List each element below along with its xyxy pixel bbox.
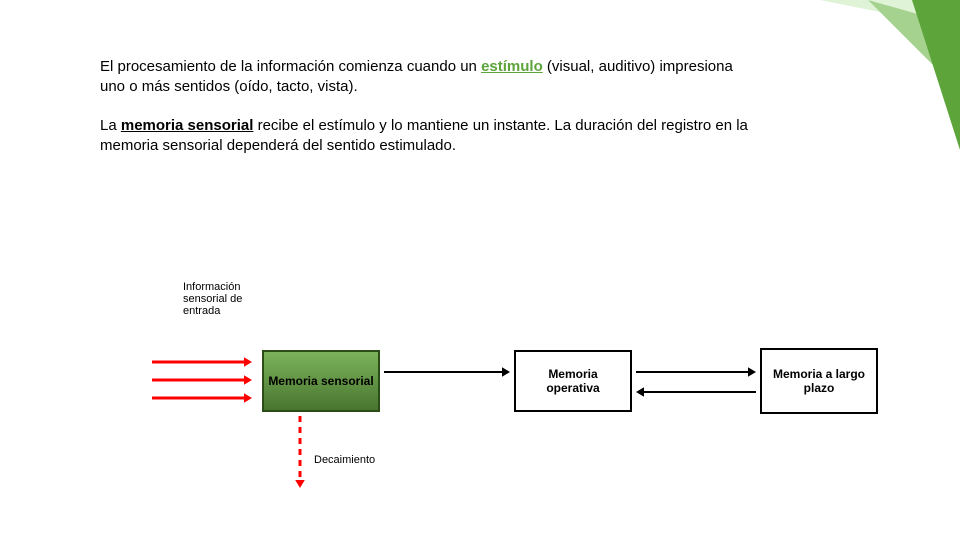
node-memoria-sensorial: Memoria sensorial [262,350,380,412]
slide: El procesamiento de la información comie… [0,0,960,540]
node-memoria-sensorial-label: Memoria sensorial [268,374,373,388]
label-decaimiento: Decaimiento [314,454,375,466]
node-memoria-operativa-label: Memoria operativa [520,367,626,395]
deco-tri-dark [912,0,960,150]
node-memoria-largo-plazo: Memoria a largo plazo [760,348,878,414]
paragraph-stimulus: El procesamiento de la información comie… [100,57,760,98]
p1-highlight-estimulo: estímulo [481,58,543,75]
label-input-info: Información sensorial de entrada [183,281,273,317]
p2-highlight-memoria: memoria sensorial [121,117,254,134]
corner-decoration [760,0,960,200]
p1-text-a: El procesamiento de la información comie… [100,58,481,75]
paragraph-memoria-sensorial: La memoria sensorial recibe el estímulo … [100,116,760,157]
node-memoria-operativa: Memoria operativa [514,350,632,412]
p2-text-a: La [100,117,121,134]
node-memoria-largo-plazo-label: Memoria a largo plazo [766,367,872,395]
